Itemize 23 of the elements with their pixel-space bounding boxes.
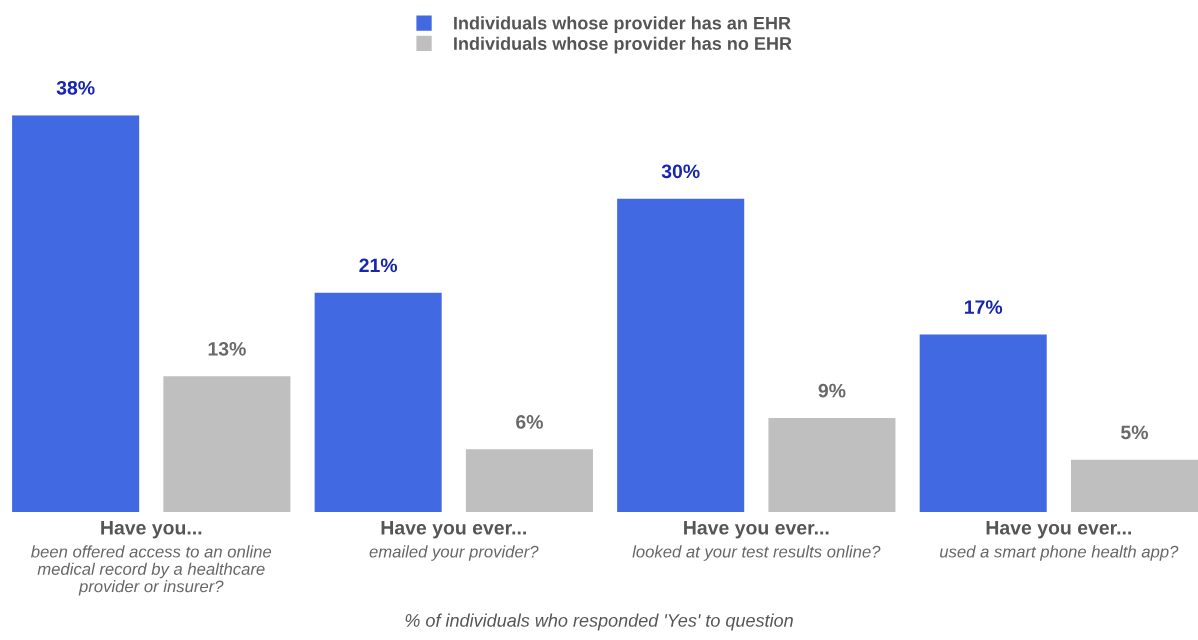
bar [919, 334, 1047, 512]
bar [163, 376, 291, 512]
data-label: 6% [516, 415, 543, 429]
x-tick-label: Have you ever... looked at your test results online? [632, 521, 881, 561]
data-label: 9% [818, 383, 846, 398]
legend-label: Individuals whose provider has no EHR [454, 36, 792, 54]
bar [617, 198, 745, 512]
bar [12, 115, 140, 512]
data-label: 17% [964, 300, 1003, 314]
data-label: 30% [661, 164, 700, 179]
legend-label: Individuals whose provider has an EHR [454, 16, 791, 34]
bar [1070, 459, 1198, 512]
data-label: 38% [56, 80, 95, 95]
bar [314, 292, 442, 512]
x-tick-label: Have you ever... emailed your provider? [369, 521, 539, 561]
x-tick-label: Have you ever... used a smart phone health app? [940, 521, 1179, 561]
bar [465, 449, 593, 512]
data-label: 13% [208, 341, 246, 356]
data-label: 21% [359, 258, 398, 273]
x-tick-label: Have you... been offered access to an online medical record by a healthcare provider or insurer? [31, 521, 272, 596]
data-label: 5% [1121, 425, 1149, 440]
x-axis-title: % of individuals who responded 'Yes' to question [405, 613, 793, 631]
bar [768, 418, 896, 512]
